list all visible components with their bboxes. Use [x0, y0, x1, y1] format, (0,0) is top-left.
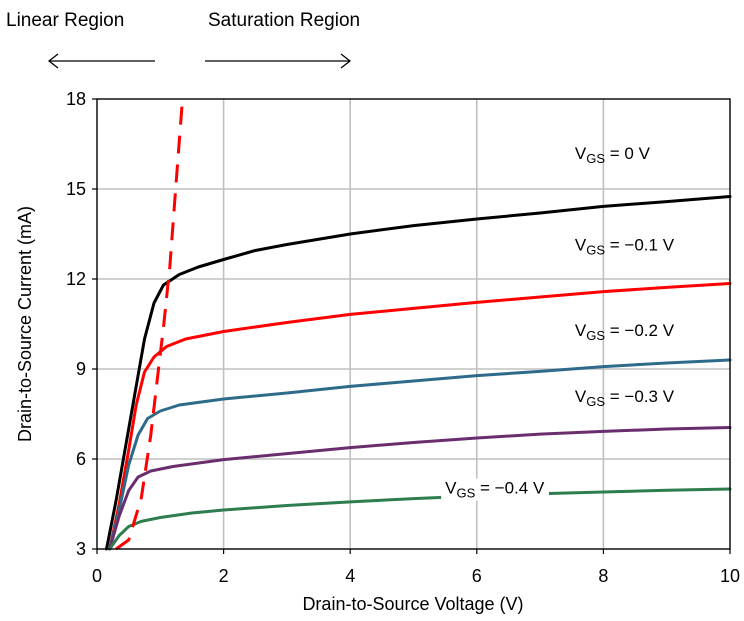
series-labels: VGS = 0 V VGS = −0.1 V VGS = −0.2 V VGS = −…: [441, 144, 675, 501]
left-arrow-icon: [47, 53, 155, 69]
y-axis-label: Drain-to-Source Current (mA): [15, 206, 35, 442]
x-tick-label: 6: [472, 566, 482, 586]
y-tick-label: 6: [76, 449, 86, 469]
region-annotation: Linear Region Saturation Region: [6, 10, 360, 69]
axis-ticks: 0 2 4 6 8 10 3 6 9 12 15 18: [66, 89, 740, 586]
series-line-4: [108, 487, 732, 551]
series-label-background: [441, 478, 549, 501]
series-line-3: [108, 426, 732, 551]
series-label-0: VGS = 0 V: [575, 144, 651, 166]
series-line-1: [108, 282, 732, 551]
plot-grid: [97, 99, 730, 549]
y-tick-label: 9: [76, 359, 86, 379]
x-tick-label: 4: [345, 566, 355, 586]
plot-frame: [96, 98, 731, 550]
saturation-region-label: Saturation Region: [208, 10, 360, 31]
y-tick-label: 18: [66, 89, 86, 109]
series-label-3: VGS = −0.3 V: [575, 387, 675, 409]
saturation-boundary-line: [115, 98, 184, 551]
linear-region-label: Linear Region: [6, 10, 124, 31]
plot-series: [105, 98, 732, 551]
series-label-4: VGS = −0.4 V: [445, 479, 545, 501]
x-tick-label: 8: [598, 566, 608, 586]
series-line-0: [105, 195, 732, 551]
x-tick-label: 10: [720, 566, 740, 586]
y-tick-label: 3: [76, 539, 86, 559]
series-line-2: [108, 358, 732, 551]
y-tick-label: 12: [66, 269, 86, 289]
series-label-1: VGS = −0.1 V: [575, 236, 675, 258]
y-tick-label: 15: [66, 179, 86, 199]
x-axis-label: Drain-to-Source Voltage (V): [302, 594, 523, 614]
series-label-2: VGS = −0.2 V: [575, 321, 675, 343]
x-tick-label: 0: [92, 566, 102, 586]
x-tick-label: 2: [219, 566, 229, 586]
right-arrow-icon: [205, 53, 352, 69]
